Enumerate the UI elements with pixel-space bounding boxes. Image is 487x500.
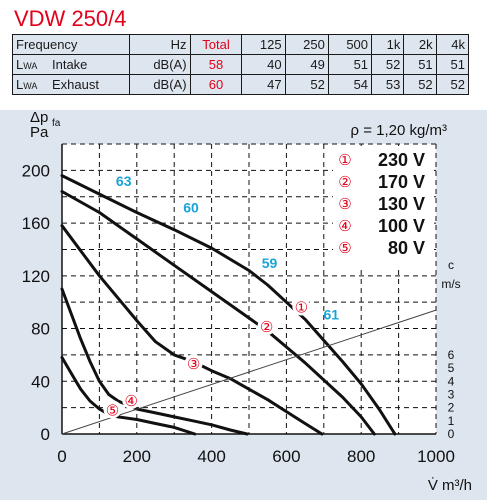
row-total: 58 [189, 54, 243, 75]
c-axis-tick-label: 6 [448, 348, 455, 362]
curve-marker-halo [257, 317, 276, 336]
row-type: Intake [49, 54, 130, 75]
row-label: LWA [12, 54, 49, 75]
curve-marker: ① [295, 298, 308, 316]
y-tick-label: 200 [22, 161, 50, 180]
table-row: LWA Exhaust dB(A) 60 47 52 54 53 52 52 [12, 74, 470, 95]
efficiency-annotation: 59 [262, 255, 278, 271]
curve-marker: ④ [124, 392, 137, 410]
c-axis-tick-label: 1 [448, 414, 455, 428]
band-header: 500 [327, 34, 373, 55]
y-axis-label: Δp [30, 110, 48, 126]
fan-curve-series [60, 174, 397, 436]
c-axis-tick-label: 5 [448, 361, 455, 375]
x-tick-label: 0 [57, 447, 66, 466]
x-tick-label: 1000 [417, 447, 455, 466]
row-value: 49 [284, 54, 329, 75]
hz-header: Hz [129, 34, 191, 55]
band-header: 125 [241, 34, 286, 55]
legend-box [333, 146, 434, 266]
row-label: LWA [12, 74, 49, 95]
legend-marker: ② [338, 173, 351, 191]
efficiency-annotation: 60 [183, 200, 199, 216]
y-axis-unit: Pa [30, 124, 49, 141]
row-value: 51 [403, 54, 437, 75]
curve-marker-halo [103, 400, 122, 419]
y-tick-label: 120 [22, 267, 50, 286]
legend-label: 170 V [378, 172, 425, 192]
c-axis-tick-label: 4 [448, 374, 455, 388]
legend-label: 130 V [378, 194, 425, 214]
row-value: 47 [241, 74, 286, 95]
x-tick-label: 200 [123, 447, 151, 466]
c-axis-tick-label: 2 [448, 401, 455, 415]
acoustic-data-table: Frequency Hz Total 125 250 500 1k 2k 4k … [12, 34, 470, 95]
y-tick-label: 80 [31, 320, 50, 339]
band-header: 2k [403, 34, 437, 55]
row-total: 60 [189, 74, 243, 95]
row-value: 52 [284, 74, 329, 95]
row-value: 52 [403, 74, 437, 95]
band-header: 4k [435, 34, 470, 55]
curve-marker-halo [122, 391, 141, 410]
x-tick-label: 600 [272, 447, 300, 466]
curve-marker: ② [260, 318, 273, 336]
efficiency-annotation: 63 [116, 173, 132, 189]
y-tick-label: 40 [31, 372, 50, 391]
system-line [61, 309, 437, 435]
x-axis-label: V̇ m³/h [428, 477, 472, 494]
row-unit: dB(A) [129, 74, 191, 95]
y-tick-label: 160 [22, 214, 50, 233]
legend-marker: ① [338, 151, 351, 169]
c-axis-tick-label: 0 [448, 427, 455, 441]
page-title: VDW 250/4 [14, 6, 127, 31]
x-tick-label: 400 [197, 447, 225, 466]
row-value: 52 [371, 54, 405, 75]
row-value: 51 [435, 54, 470, 75]
c-axis-tick-label: 3 [448, 387, 455, 401]
row-unit: dB(A) [129, 54, 191, 75]
row-type: Exhaust [49, 74, 130, 95]
legend-marker: ③ [338, 195, 351, 213]
row-value: 52 [435, 74, 470, 95]
legend-label: 230 V [378, 150, 425, 170]
y-tick-label: 0 [41, 425, 50, 444]
curve-marker-halo [184, 354, 203, 373]
total-header: Total [189, 34, 243, 55]
legend-label: 100 V [378, 216, 425, 236]
y-axis-label-sub: fa [52, 118, 61, 129]
band-header: 1k [371, 34, 405, 55]
c-axis-label: c [448, 258, 454, 272]
row-value: 40 [241, 54, 286, 75]
efficiency-annotation: 61 [323, 306, 339, 322]
band-header: 250 [284, 34, 329, 55]
x-tick-label: 800 [347, 447, 375, 466]
table-header-row: Frequency Hz Total 125 250 500 1k 2k 4k [12, 34, 470, 55]
legend-marker: ⑤ [338, 239, 351, 257]
frequency-header: Frequency [12, 34, 130, 55]
density-note: ρ = 1,20 kg/m³ [351, 122, 448, 139]
c-axis-unit: m/s [441, 277, 460, 291]
legend-marker: ④ [338, 217, 351, 235]
curve-marker: ③ [187, 355, 200, 373]
row-value: 54 [327, 74, 373, 95]
legend-label: 80 V [388, 238, 425, 258]
curve-marker-halo [292, 297, 311, 316]
table-row: LWA Intake dB(A) 58 40 49 51 52 51 51 [12, 54, 470, 75]
curve-marker: ⑤ [106, 401, 119, 419]
row-value: 53 [371, 74, 405, 95]
row-value: 51 [327, 54, 373, 75]
